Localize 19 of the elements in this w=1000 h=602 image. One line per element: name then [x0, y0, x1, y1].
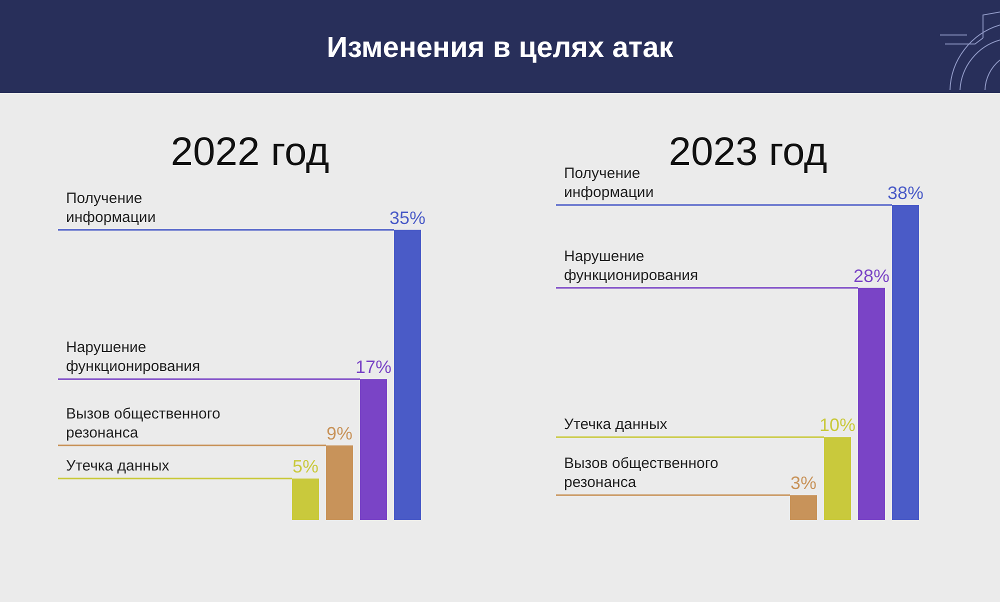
- data-label: 5%: [292, 456, 319, 477]
- ref-line-label: Получение информации: [564, 164, 654, 201]
- data-label: 28%: [853, 266, 890, 286]
- ref-line-label: Утечка данных: [564, 416, 668, 434]
- data-label: 10%: [819, 415, 856, 436]
- data-label: 9%: [326, 423, 353, 444]
- ref-line-label: Утечка данных: [66, 458, 170, 475]
- data-label: 3%: [790, 473, 817, 494]
- data-label: 38%: [887, 182, 924, 203]
- data-label: 35%: [389, 208, 426, 228]
- ref-line-label: Вызов общественного резонанса: [564, 455, 718, 492]
- ref-line-label: Вызов общественного резонанса: [66, 405, 220, 442]
- chart-title: 2022 год: [170, 130, 330, 174]
- data-label: 17%: [355, 357, 392, 378]
- ref-line-label: Нарушение функционирования: [564, 248, 698, 284]
- ref-line-label: Нарушение функционирования: [66, 339, 200, 376]
- text: Изменения в целях атак: [326, 32, 674, 64]
- chart-title: 2023 год: [668, 130, 828, 174]
- ref-line-label: Получение информации: [66, 190, 156, 226]
